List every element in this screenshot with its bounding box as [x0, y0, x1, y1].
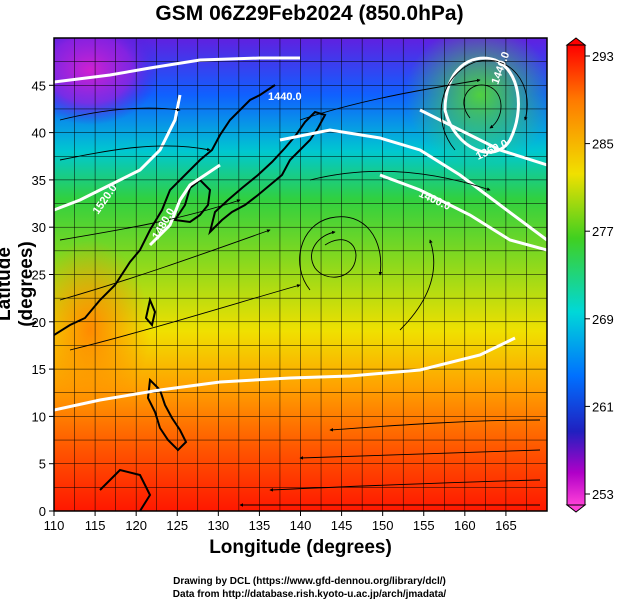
contour-1360: [419, 108, 547, 167]
x-tick-label: 135: [249, 518, 271, 533]
streamline: [269, 479, 541, 492]
colorbar-tick-label: 285: [592, 137, 614, 152]
x-tick-label: 150: [372, 518, 394, 533]
x-tick-label: 165: [495, 518, 517, 533]
taiwan-coastline: [144, 296, 157, 328]
x-axis-label: Longitude (degrees): [209, 537, 392, 558]
y-axis-label: Latitude (degrees): [0, 241, 37, 327]
philippines-coastline: [146, 377, 188, 452]
asia-coastline: [54, 84, 276, 336]
y-tick-label: 45: [32, 78, 46, 93]
korea-coastline: [173, 178, 212, 224]
colorbar-ticks: 293 285 277 269 261 253: [585, 49, 614, 502]
contour-low-ring: [443, 56, 520, 154]
warm-region-northeast: [405, 38, 547, 165]
y-tick-label: 15: [32, 362, 46, 377]
contour-1440-east: [379, 173, 547, 252]
x-tick-label: 145: [331, 518, 353, 533]
x-tick-label: 120: [125, 518, 147, 533]
colorbar-tick-label: 277: [592, 224, 614, 239]
x-tick-label: 130: [207, 518, 229, 533]
streamline: [299, 449, 541, 460]
y-tick-label: 30: [32, 220, 46, 235]
colorbar: 293 285 277 269 261 253: [565, 37, 614, 513]
streamline: [69, 284, 301, 351]
contour-1440-west: [54, 56, 300, 84]
wind-streamlines: [59, 59, 541, 507]
x-axis-ticks: 110 115 120 125 130 135 140 145 150 155 160 165: [44, 511, 517, 533]
borneo-coastline: [99, 468, 152, 511]
colorbar-tick-label: 269: [592, 312, 614, 327]
colorbar-top-triangle: [565, 37, 587, 46]
streamline: [59, 199, 241, 241]
cold-region-west: [54, 38, 160, 125]
coastlines: [54, 84, 327, 511]
cyclone-streamline: [311, 230, 357, 278]
x-tick-label: 160: [454, 518, 476, 533]
y-tick-label: 40: [32, 126, 46, 141]
streamline: [399, 239, 435, 331]
streamline: [329, 419, 541, 432]
y-tick-label: 25: [32, 268, 46, 283]
x-tick-label: 125: [166, 518, 188, 533]
colorbar-bar: [566, 44, 586, 506]
data-credit: Data from http://database.rish.kyoto-u.a…: [172, 589, 447, 600]
y-tick-label: 0: [39, 504, 46, 519]
colorbar-tick-label: 261: [592, 399, 614, 414]
contour-subtropical: [54, 336, 516, 412]
contour-1520: [54, 94, 182, 212]
map-plot-area: 1440.0 1520.0 1480.0 1400.0 1360.0 1440.…: [54, 38, 547, 511]
x-tick-label: 110: [44, 518, 65, 533]
colorbar-tick-label: 253: [592, 487, 614, 502]
y-axis-ticks: 0 5 10 15 20 25 30 35 40 45: [32, 78, 54, 519]
x-tick-label: 115: [85, 518, 106, 533]
streamline: [299, 78, 481, 121]
streamline: [59, 107, 181, 121]
colorbar-tick-label: 293: [592, 49, 614, 64]
y-tick-label: 10: [32, 409, 46, 424]
y-tick-label: 35: [32, 173, 46, 188]
warm-region-west: [54, 240, 150, 420]
y-tick-label: 20: [32, 315, 46, 330]
x-tick-label: 155: [413, 518, 435, 533]
japan-coastline: [208, 110, 327, 236]
streamline: [59, 145, 211, 161]
height-contours: [54, 56, 547, 412]
streamline: [59, 229, 271, 301]
x-tick-label: 140: [290, 518, 312, 533]
colorbar-bottom-triangle: [565, 504, 587, 513]
drawing-credit: Drawing by DCL (https://www.gfd-dennou.o…: [173, 576, 446, 587]
streamline: [309, 170, 491, 191]
cyclone-streamline: [299, 216, 383, 291]
cyclone-streamline: [440, 59, 528, 151]
contour-1400: [279, 128, 547, 242]
contour-label: 1440.0: [268, 91, 302, 103]
cyclone-streamline: [463, 84, 502, 129]
contour-1480: [148, 163, 221, 247]
y-tick-label: 5: [39, 457, 46, 472]
map-title: GSM 06Z29Feb2024 (850.0hPa): [155, 2, 464, 25]
